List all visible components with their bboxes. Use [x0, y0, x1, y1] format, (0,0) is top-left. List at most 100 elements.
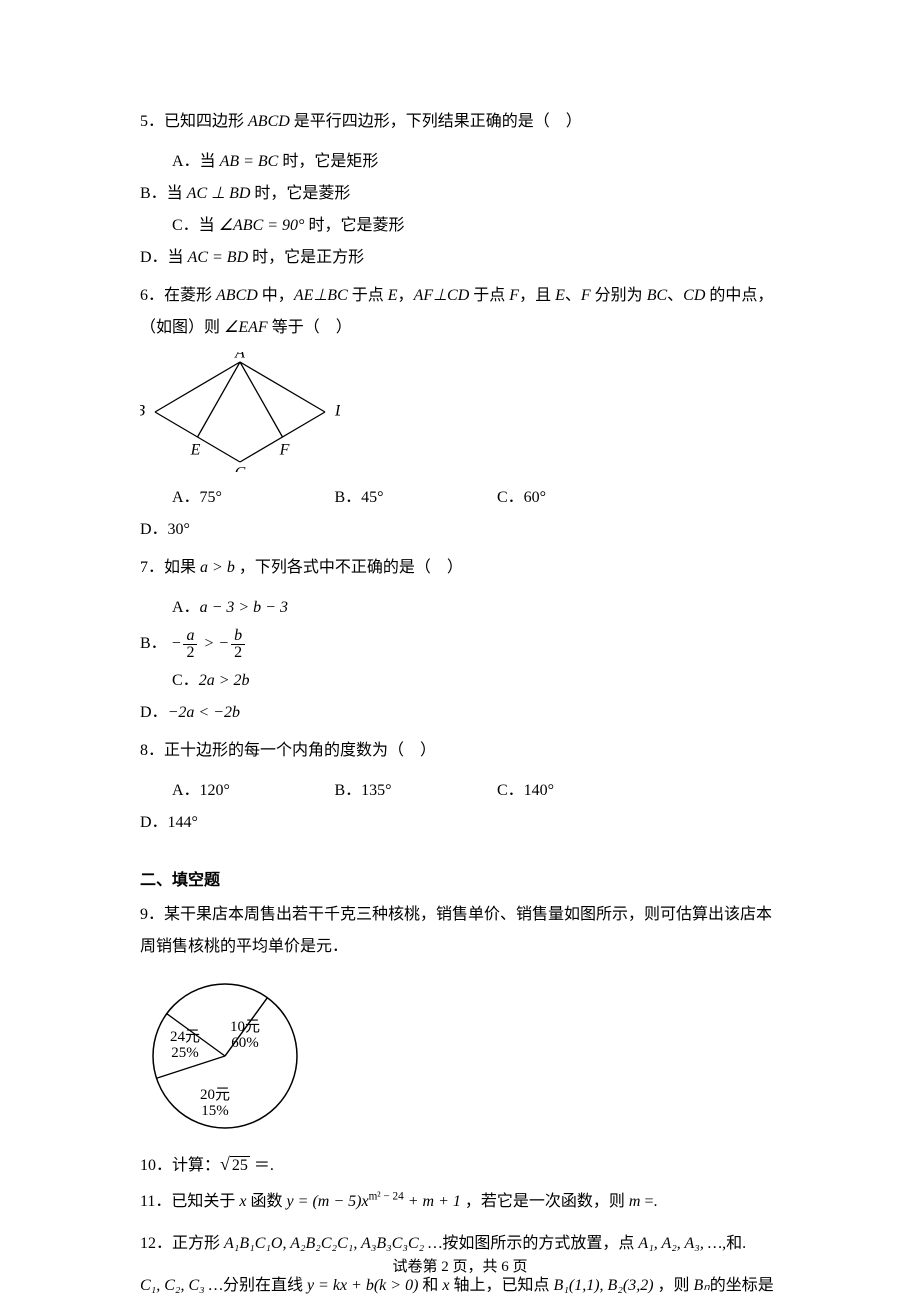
t: AE⊥BC — [294, 287, 348, 304]
t: + m + 1 — [404, 1193, 461, 1210]
t: y = kx + b(k > 0) — [307, 1277, 418, 1294]
q5-b-pre: B．当 — [140, 185, 187, 202]
q6-opt-b: B．45° — [335, 482, 498, 514]
t: =. — [640, 1193, 657, 1210]
t: 12．正方形 — [140, 1235, 224, 1252]
q5-options: A．当 AB = BC 时，它是矩形 B．当 AC ⊥ BD 时，它是菱形 C．… — [140, 146, 790, 274]
q5-abcd: ABCD — [248, 113, 290, 130]
q6-opt-c: C．60° — [497, 482, 660, 514]
svg-text:24元: 24元 — [170, 1029, 200, 1045]
q6-opt-d: D．30° — [140, 514, 303, 546]
q5-stem: 5．已知四边形 ABCD 是平行四边形，下列结果正确的是（ ） — [140, 110, 790, 134]
t: 和 — [418, 1277, 442, 1294]
t: 和. — [726, 1235, 746, 1252]
t: ，则 — [654, 1277, 694, 1294]
t: 的坐标是 — [710, 1277, 774, 1294]
t: 2a > 2b — [199, 672, 250, 689]
q8-opt-a: A．120° — [140, 775, 335, 807]
q7-opt-c: C．2a > 2b — [140, 665, 497, 697]
q9-stem1: 9．某干果店本周售出若干千克三种核桃，销售单价、销售量如图所示，则可估算出该店本 — [140, 903, 790, 927]
q5-b-mid: AC ⊥ BD — [187, 185, 251, 202]
q6-stem-l1: 6．在菱形 ABCD 中，AE⊥BC 于点 E，AF⊥CD 于点 F，且 E、F… — [140, 284, 790, 308]
svg-text:15%: 15% — [201, 1103, 229, 1119]
q8-stem: 8．正十边形的每一个内角的度数为（ ） — [140, 739, 790, 763]
q9-stem2: 周销售核桃的平均单价是元． — [140, 935, 790, 959]
q5-d-pre: D．当 — [140, 249, 188, 266]
t: 7．如果 — [140, 559, 200, 576]
q5-d-mid: AC = BD — [188, 249, 249, 266]
svg-text:F: F — [279, 442, 290, 459]
section2-title: 二、填空题 — [140, 869, 790, 893]
t: CD — [683, 287, 705, 304]
svg-text:B: B — [140, 403, 145, 420]
t: 于点 — [348, 287, 388, 304]
exam-page: 5．已知四边形 ABCD 是平行四边形，下列结果正确的是（ ） A．当 AB =… — [0, 0, 920, 1302]
svg-text:10元: 10元 — [230, 1019, 260, 1035]
t: ， — [398, 287, 414, 304]
q10-post: ＝. — [250, 1157, 274, 1174]
t: B． — [140, 635, 167, 652]
q5-a-mid: AB = BC — [220, 153, 279, 170]
q7-opt-b: B． −a2 > −b2 — [140, 624, 465, 665]
t: C． — [172, 672, 199, 689]
t: F — [509, 287, 519, 304]
svg-text:25%: 25% — [171, 1045, 199, 1061]
q7-options: A．a − 3 > b − 3 B． −a2 > −b2 C．2a > 2b D… — [140, 592, 790, 729]
t: 等于（ ） — [268, 319, 352, 336]
svg-text:D: D — [334, 403, 340, 420]
q11: 11．已知关于 x 函数 y = (m − 5)xm² − 24 + m + 1… — [140, 1190, 790, 1214]
svg-text:A: A — [234, 352, 245, 362]
q7-stem: 7．如果 a > b ，下列各式中不正确的是（ ） — [140, 556, 790, 580]
q5-d-post: 时，它是正方形 — [248, 249, 364, 266]
q5-opt-d: D．当 AC = BD 时，它是正方形 — [140, 242, 465, 274]
t: C₁, C₂, C₃ … — [140, 1277, 223, 1294]
q5-a-pre: A．当 — [172, 153, 220, 170]
t: m² − 24 — [369, 1191, 404, 1203]
t: 按如图所示的方式放置，点 — [442, 1235, 638, 1252]
t: a > b — [200, 559, 235, 576]
q5-stem-b: 是平行四边形，下列结果正确的是（ ） — [290, 113, 582, 130]
q11-eq: y = (m − 5)xm² − 24 + m + 1 — [287, 1193, 461, 1210]
q5-c-pre: C．当 — [172, 217, 219, 234]
q8-opt-d: D．144° — [140, 807, 303, 839]
q10-pre: 10．计算： — [140, 1157, 220, 1174]
t: 、 — [565, 287, 581, 304]
q5-opt-b: B．当 AC ⊥ BD 时，它是菱形 — [140, 178, 465, 210]
q5-opt-c: C．当 ∠ABC = 90° 时，它是菱形 — [140, 210, 497, 242]
t: A． — [172, 599, 200, 616]
t: ∠EAF — [224, 319, 268, 336]
q6-opt-a: A．75° — [140, 482, 335, 514]
t: y = (m − 5)x — [287, 1193, 369, 1210]
pie-chart: 10元60%20元15%24元25% — [140, 971, 310, 1141]
q6-stem-l2: （如图）则 ∠EAF 等于（ ） — [140, 316, 790, 340]
t: F — [581, 287, 591, 304]
t: 中， — [258, 287, 294, 304]
svg-text:C: C — [235, 465, 246, 472]
t: 于点 — [469, 287, 509, 304]
q9-figure: 10元60%20元15%24元25% — [140, 971, 790, 1141]
t: x — [442, 1277, 449, 1294]
t: 函数 — [247, 1193, 287, 1210]
q7-b-math: −a2 > −b2 — [171, 635, 247, 652]
t: 11．已知关于 — [140, 1193, 239, 1210]
t: ABCD — [216, 287, 258, 304]
t: ，且 — [519, 287, 555, 304]
q6-figure: ABCDEF — [140, 352, 790, 472]
t: 、 — [667, 287, 683, 304]
q5-c-post: 时，它是菱形 — [304, 217, 404, 234]
page-footer: 试卷第 2 页，共 6 页 — [0, 1256, 920, 1279]
t: A₁B₁C₁O, A₂B₂C₂C₁, A₃B₃C₃C₂ … — [224, 1235, 442, 1252]
t: （如图）则 — [140, 319, 224, 336]
t: AF⊥CD — [414, 287, 470, 304]
t: 分别为 — [591, 287, 647, 304]
q10-radicand: 25 — [230, 1156, 250, 1174]
t: m — [629, 1193, 641, 1210]
t: ，若它是一次函数，则 — [461, 1193, 629, 1210]
t: −2a < −2b — [168, 704, 240, 721]
q8-opt-c: C．140° — [497, 775, 660, 807]
q5-opt-a: A．当 AB = BC 时，它是矩形 — [140, 146, 497, 178]
t: B₁(1,1), B₂(3,2) — [554, 1277, 654, 1294]
q6-options: A．75° B．45° C．60° D．30° — [140, 482, 790, 546]
t: 分别在直线 — [223, 1277, 307, 1294]
t: x — [239, 1193, 246, 1210]
